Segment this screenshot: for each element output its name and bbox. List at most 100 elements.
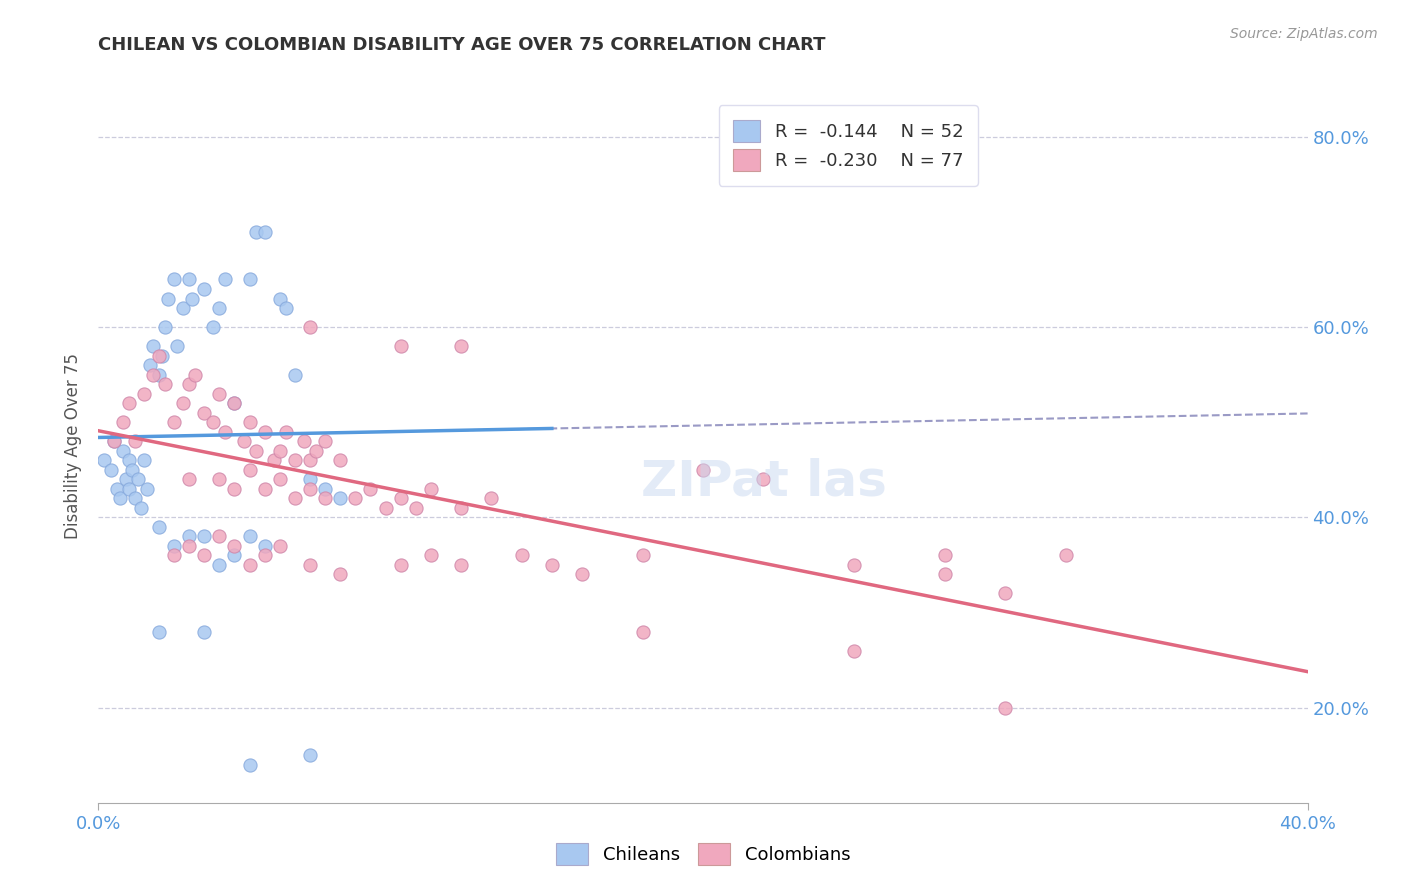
Point: [224, 549, 246, 563]
Point: [934, 567, 956, 582]
Point: [239, 415, 262, 429]
Point: [314, 482, 336, 496]
Point: [299, 748, 322, 763]
Point: [1054, 549, 1077, 563]
Point: [994, 586, 1017, 600]
Point: [994, 700, 1017, 714]
Point: [450, 558, 472, 572]
Point: [148, 624, 170, 639]
Point: [239, 463, 262, 477]
Point: [329, 567, 352, 582]
Point: [405, 500, 427, 515]
Point: [156, 292, 179, 306]
Legend: R =  -0.144    N = 52, R =  -0.230    N = 77: R = -0.144 N = 52, R = -0.230 N = 77: [718, 105, 977, 186]
Point: [142, 368, 165, 382]
Point: [100, 463, 122, 477]
Point: [166, 339, 188, 353]
Text: ZIPat las: ZIPat las: [641, 458, 886, 506]
Point: [274, 425, 297, 439]
Point: [299, 472, 322, 486]
Point: [150, 349, 173, 363]
Point: [208, 558, 231, 572]
Point: [374, 500, 396, 515]
Point: [118, 453, 141, 467]
Point: [184, 368, 207, 382]
Point: [148, 368, 170, 382]
Point: [284, 491, 307, 506]
Point: [481, 491, 503, 506]
Point: [193, 529, 215, 543]
Point: [148, 520, 170, 534]
Point: [571, 567, 593, 582]
Point: [202, 320, 225, 334]
Point: [299, 482, 322, 496]
Point: [153, 377, 176, 392]
Point: [752, 472, 775, 486]
Point: [299, 558, 322, 572]
Point: [132, 453, 155, 467]
Point: [105, 482, 128, 496]
Point: [163, 549, 186, 563]
Point: [132, 386, 155, 401]
Point: [253, 425, 276, 439]
Point: [214, 272, 236, 286]
Point: [420, 549, 443, 563]
Point: [193, 624, 215, 639]
Point: [344, 491, 367, 506]
Point: [208, 386, 231, 401]
Point: [314, 434, 336, 449]
Point: [239, 272, 262, 286]
Point: [269, 539, 291, 553]
Point: [239, 529, 262, 543]
Point: [129, 500, 152, 515]
Point: [269, 472, 291, 486]
Point: [124, 434, 146, 449]
Point: [844, 558, 866, 572]
Point: [631, 549, 654, 563]
Point: [239, 757, 262, 772]
Point: [103, 434, 125, 449]
Point: [163, 272, 186, 286]
Point: [360, 482, 382, 496]
Point: [420, 482, 443, 496]
Point: [127, 472, 149, 486]
Y-axis label: Disability Age Over 75: Disability Age Over 75: [65, 353, 83, 539]
Point: [121, 463, 143, 477]
Point: [450, 339, 472, 353]
Point: [103, 434, 125, 449]
Point: [269, 443, 291, 458]
Point: [142, 339, 165, 353]
Point: [93, 453, 115, 467]
Point: [179, 472, 201, 486]
Point: [934, 549, 956, 563]
Point: [179, 272, 201, 286]
Point: [114, 472, 136, 486]
Point: [118, 482, 141, 496]
Point: [108, 491, 131, 506]
Point: [153, 320, 176, 334]
Point: [224, 396, 246, 410]
Point: [253, 225, 276, 239]
Point: [245, 443, 267, 458]
Point: [299, 453, 322, 467]
Point: [193, 549, 215, 563]
Point: [274, 301, 297, 315]
Point: [163, 415, 186, 429]
Point: [389, 339, 412, 353]
Point: [208, 301, 231, 315]
Point: [299, 320, 322, 334]
Point: [163, 539, 186, 553]
Point: [224, 539, 246, 553]
Point: [135, 482, 157, 496]
Text: Source: ZipAtlas.com: Source: ZipAtlas.com: [1230, 27, 1378, 41]
Point: [284, 453, 307, 467]
Point: [450, 500, 472, 515]
Point: [692, 463, 714, 477]
Point: [314, 491, 336, 506]
Point: [179, 539, 201, 553]
Point: [631, 624, 654, 639]
Point: [111, 443, 134, 458]
Point: [253, 549, 276, 563]
Point: [510, 549, 533, 563]
Point: [253, 482, 276, 496]
